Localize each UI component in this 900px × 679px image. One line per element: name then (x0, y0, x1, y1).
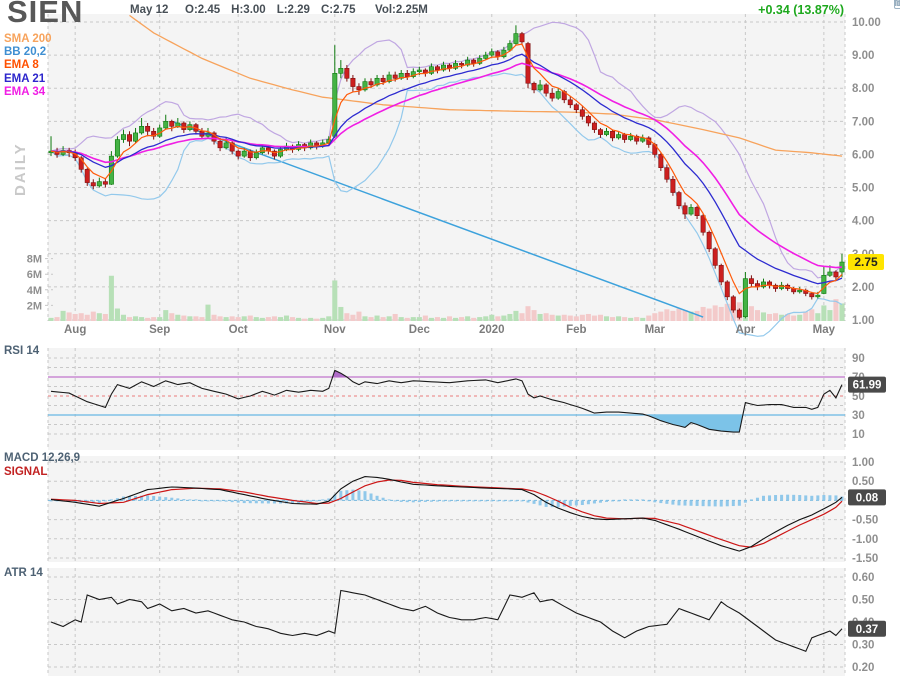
svg-text:90: 90 (852, 353, 865, 365)
descending-trendline (171, 120, 704, 318)
quote-close: C:2.75 (320, 4, 356, 16)
ticker-symbol: SIEN (7, 0, 84, 29)
quote-low: L:2.29 (276, 4, 310, 16)
svg-text:61.99: 61.99 (853, 380, 882, 392)
svg-text:6.00: 6.00 (852, 149, 874, 161)
svg-text:Apr: Apr (735, 324, 755, 336)
quote-change: +0.34 (13.87%) (758, 3, 844, 17)
finviz-icon (894, 0, 900, 9)
svg-text:50: 50 (852, 391, 865, 403)
rsi-panel-title: RSI 14 (4, 345, 40, 357)
quote-volume: Vol:2.25M (375, 4, 428, 16)
macd-panel: 1.00 0.50 -0.50 -1.00 -1.50 0.08 (48, 457, 886, 565)
rsi-panel: 907050301061.99 (48, 353, 886, 441)
svg-text:-0.50: -0.50 (852, 515, 878, 527)
svg-text:0.50: 0.50 (852, 476, 874, 488)
svg-text:May: May (813, 324, 836, 336)
macd-panel-title: MACD 12,26,9 (4, 452, 81, 464)
vertical-gridlines (47, 14, 846, 676)
timeframe-label: DAILY (12, 142, 29, 196)
volume-axis-labels: 8M 6M 4M 2M (27, 254, 53, 312)
svg-text:8M: 8M (27, 254, 42, 266)
svg-text:10.00: 10.00 (852, 17, 881, 29)
overlay-legend: SMA 200 BB 20,2 EMA 8 EMA 21 EMA 34 (4, 33, 52, 99)
x-axis-month-labels: Aug Sep Oct Nov Dec 2020 Feb Mar Apr May (64, 324, 836, 336)
quote-date: May 12 (130, 4, 169, 16)
svg-text:Oct: Oct (229, 324, 248, 336)
svg-text:0.08: 0.08 (856, 492, 879, 504)
svg-text:-1.50: -1.50 (852, 553, 878, 565)
svg-text:2.75: 2.75 (854, 255, 878, 269)
ema-lines (50, 43, 843, 295)
sma200-line (129, 14, 843, 157)
legend-item: EMA 34 (4, 85, 46, 98)
svg-text:Nov: Nov (324, 324, 346, 336)
svg-text:4.00: 4.00 (852, 216, 874, 228)
svg-text:-1.00: -1.00 (852, 534, 878, 546)
svg-text:Feb: Feb (566, 324, 586, 336)
legend-item: EMA 21 (4, 72, 46, 85)
svg-text:7.00: 7.00 (852, 116, 874, 128)
svg-text:Mar: Mar (645, 324, 666, 336)
bollinger-bands (50, 21, 843, 337)
price-gridlines (48, 21, 845, 321)
quote-high: H:3.00 (231, 4, 266, 16)
svg-text:0.50: 0.50 (852, 595, 874, 607)
svg-text:4M: 4M (27, 285, 42, 297)
svg-text:30: 30 (852, 410, 865, 422)
svg-text:Dec: Dec (409, 324, 431, 336)
svg-text:6M: 6M (27, 269, 42, 281)
svg-text:10: 10 (852, 429, 865, 441)
svg-text:1.00: 1.00 (852, 457, 874, 469)
legend-item: SMA 200 (4, 33, 52, 45)
svg-text:Sep: Sep (149, 324, 170, 336)
svg-text:0.37: 0.37 (856, 624, 878, 636)
price-axis-labels: 10.009.008.007.006.005.004.003.002.001.0… (852, 17, 881, 327)
svg-text:0.60: 0.60 (852, 572, 874, 584)
svg-text:8.00: 8.00 (852, 83, 874, 95)
svg-text:0.20: 0.20 (852, 662, 874, 674)
svg-text:2020: 2020 (479, 324, 505, 336)
volume-bars (48, 275, 845, 321)
svg-text:9.00: 9.00 (852, 50, 874, 62)
legend-item: EMA 8 (4, 59, 39, 72)
quote-ohlc: O:2.45 H:3.00 L:2.29 C:2.75 (185, 4, 355, 16)
current-price-badge: 2.75 (848, 254, 884, 271)
brand-text: finviz.com (894, 0, 900, 9)
svg-text:5.00: 5.00 (852, 183, 874, 195)
legend-item: BB 20,2 (4, 46, 47, 59)
atr-panel-title: ATR 14 (4, 567, 43, 579)
svg-text:Aug: Aug (64, 324, 86, 336)
svg-text:1.00: 1.00 (852, 315, 874, 327)
svg-text:2M: 2M (27, 300, 42, 312)
macd-signal-title: SIGNAL (4, 466, 48, 478)
macd-histogram (49, 489, 844, 508)
svg-text:0.30: 0.30 (852, 640, 874, 652)
svg-text:2.00: 2.00 (852, 282, 874, 294)
quote-open: O:2.45 (185, 4, 221, 16)
atr-panel: 0.600.500.400.300.200.37 (48, 572, 886, 674)
panel-backgrounds (48, 14, 845, 676)
